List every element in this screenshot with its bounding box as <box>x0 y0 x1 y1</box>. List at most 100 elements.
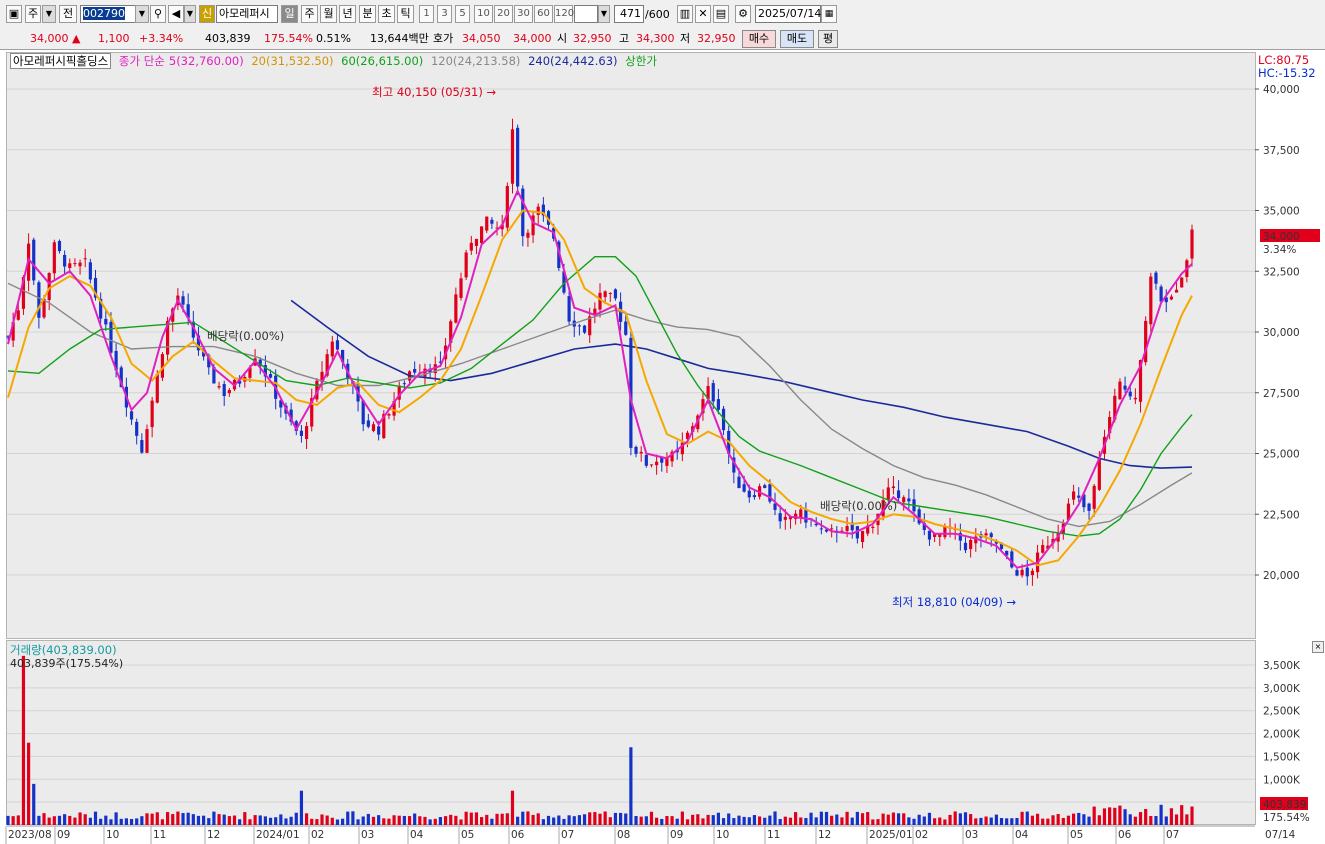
interval-20-button[interactable]: 20 <box>494 5 513 23</box>
volume-bar <box>238 819 242 825</box>
volume-bar <box>552 817 556 825</box>
eval-button[interactable]: 평 <box>818 30 838 48</box>
speaker-dropdown-icon[interactable]: ▼ <box>184 5 196 23</box>
legend-ma20[interactable]: 20(31,532.50) <box>251 54 334 68</box>
interval-3-button[interactable]: 3 <box>437 5 452 23</box>
volume-bar <box>701 818 705 825</box>
candle-body <box>984 533 988 536</box>
volume-bar <box>603 811 607 825</box>
period-year-button[interactable]: 년 <box>339 5 356 23</box>
candle-body <box>42 298 46 318</box>
volume-bar <box>232 815 237 825</box>
volume-bar <box>994 814 998 825</box>
legend-close-type[interactable]: 종가 단순 <box>118 54 165 68</box>
candle-body <box>732 457 736 473</box>
interval-custom-input[interactable] <box>574 5 598 23</box>
period-day-button[interactable]: 일 <box>281 5 298 23</box>
interval-5-label: 5 <box>459 8 466 19</box>
candle-body <box>474 238 479 246</box>
quote-turnover: 0.51% <box>316 32 351 45</box>
volume-bar <box>835 814 839 825</box>
interval-120-button[interactable]: 120 <box>554 5 574 23</box>
candle-body <box>335 340 340 350</box>
legend-ma5[interactable]: 5(32,760.00) <box>168 54 244 68</box>
stock-name-field[interactable]: 아모레퍼시 <box>216 5 278 23</box>
toolbar: ▣ 주 ▼ 전 002790 ▼ ⚲ ◀ ▼ 신 아모레퍼시 일 주 월 년 분… <box>0 0 1325 29</box>
volume-bar <box>557 815 561 825</box>
period-minute-label: 분 <box>362 7 373 20</box>
interval-10-button[interactable]: 10 <box>474 5 493 23</box>
candle-body <box>778 513 782 522</box>
volume-bar <box>26 742 31 825</box>
price-tick-label: 27,500 <box>1263 388 1300 400</box>
legend-upper-limit[interactable]: 상한가 <box>625 54 657 68</box>
volume-bar <box>521 811 525 825</box>
save-icon[interactable]: ▤ <box>713 5 729 23</box>
buy-button[interactable]: 매수 <box>742 30 776 48</box>
period-week-button[interactable]: 주 <box>301 5 318 23</box>
interval-1-button[interactable]: 1 <box>419 5 434 23</box>
legend-stock-name[interactable]: 아모레퍼시픽홀딩스 <box>10 53 112 69</box>
window-icon[interactable]: ▣ <box>6 5 22 23</box>
interval-dropdown-icon[interactable]: ▼ <box>598 5 610 23</box>
chevron-down-icon[interactable]: ▼ <box>42 5 56 23</box>
lc-value: LC:80.75 <box>1258 53 1310 67</box>
code-dropdown-icon[interactable]: ▼ <box>135 5 149 23</box>
candle-body <box>1072 491 1076 500</box>
interval-30-button[interactable]: 30 <box>514 5 533 23</box>
date-input[interactable]: 2025/07/14 <box>755 5 821 23</box>
gear-icon[interactable]: ⚙ <box>735 5 751 23</box>
volume-bar <box>83 814 87 825</box>
low-annotation: 최저 18,810 (04/09) → <box>892 595 1016 609</box>
quote-high: 34,300 <box>636 32 675 45</box>
legend-ma120[interactable]: 120(24,213.58) <box>430 54 521 68</box>
volume-bar <box>320 814 324 825</box>
volume-bar <box>68 815 72 825</box>
volume-bar <box>1035 813 1040 825</box>
last-price-label: 34,000 <box>1263 231 1300 243</box>
volume-bar <box>721 818 726 825</box>
candle-body <box>603 291 607 298</box>
period-minute-button[interactable]: 분 <box>359 5 376 23</box>
interval-60-button[interactable]: 60 <box>534 5 553 23</box>
period-tick-button[interactable]: 틱 <box>397 5 414 23</box>
interval-5-button[interactable]: 5 <box>455 5 470 23</box>
volume-bar <box>191 814 195 825</box>
legend-ma60[interactable]: 60(26,615.00) <box>341 54 424 68</box>
speaker-icon[interactable]: ◀ <box>168 5 184 23</box>
volume-bar <box>783 816 787 825</box>
volume-bar <box>953 811 957 825</box>
search-icon[interactable]: ⚲ <box>150 5 166 23</box>
volume-bar <box>449 814 453 825</box>
volume-bar <box>691 814 695 825</box>
last-pct-label: 3.34% <box>1263 244 1296 256</box>
volume-bar <box>824 811 829 825</box>
calendar-icon[interactable]: ▦ <box>821 5 837 23</box>
period-month-button[interactable]: 월 <box>320 5 337 23</box>
stock-code-input[interactable]: 002790 <box>80 5 136 23</box>
period-second-button[interactable]: 초 <box>378 5 395 23</box>
volume-bar <box>21 655 26 825</box>
close-icon[interactable]: × <box>1312 641 1324 653</box>
candle-icon[interactable]: ▥ <box>677 5 693 23</box>
candle-body <box>104 318 108 325</box>
volume-bar <box>860 813 865 825</box>
count-input[interactable]: 471 <box>614 5 644 23</box>
crosshair-icon[interactable]: ✕ <box>695 5 711 23</box>
volume-bar <box>263 816 267 825</box>
prev-button[interactable]: 전 <box>59 5 77 23</box>
volume-bar <box>649 811 654 825</box>
volume-bar <box>757 816 762 825</box>
volume-tick-label: 3,000K <box>1263 683 1301 695</box>
sell-button[interactable]: 매도 <box>780 30 814 48</box>
time-tick-label: 12 <box>818 829 831 841</box>
volume-tick-label: 1,500K <box>1263 751 1301 763</box>
time-tick-label: 03 <box>965 829 978 841</box>
legend-ma240[interactable]: 240(24,442.63) <box>528 54 618 68</box>
interval-10-label: 10 <box>477 8 490 19</box>
candle-body <box>660 457 664 463</box>
volume-bar <box>294 812 298 825</box>
volume-bar <box>696 814 700 825</box>
market-select[interactable]: 주 <box>25 5 41 23</box>
